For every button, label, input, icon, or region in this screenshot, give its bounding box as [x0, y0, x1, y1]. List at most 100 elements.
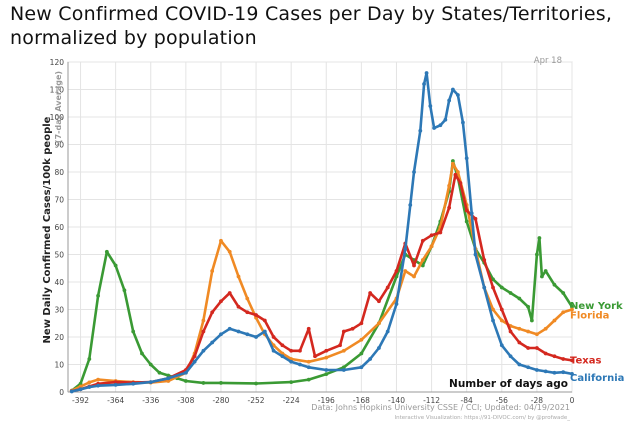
data-point-florida — [420, 258, 425, 262]
data-point-texas — [227, 291, 232, 295]
data-point-texas — [245, 310, 250, 315]
data-point-texas — [219, 299, 223, 304]
data-point-florida — [456, 170, 460, 174]
data-point-california — [534, 368, 539, 372]
data-point-florida — [359, 337, 364, 342]
data-point-new-york — [526, 304, 531, 309]
data-point-texas — [394, 269, 399, 273]
data-point-texas — [482, 258, 487, 262]
data-point-california — [412, 170, 416, 174]
series-line-california — [70, 71, 574, 393]
x-tick-label: -140 — [388, 396, 405, 405]
data-point-florida — [324, 355, 329, 360]
data-point-new-york — [552, 282, 557, 287]
data-point-florida — [526, 329, 531, 334]
data-point-new-york — [529, 318, 534, 323]
data-point-california — [570, 371, 574, 376]
data-point-new-york — [537, 236, 542, 240]
data-point-texas — [526, 346, 531, 350]
data-point-florida — [306, 359, 311, 364]
data-point-texas — [341, 329, 346, 334]
data-point-florida — [96, 377, 100, 382]
y-tick-label: 40 — [54, 278, 64, 287]
data-point-texas — [420, 238, 425, 243]
data-point-florida — [219, 238, 223, 243]
data-point-new-york — [96, 293, 100, 298]
x-axis-ticks: -392 -364 -336 -308 -280 -252 -224 -196 -168 -140… — [72, 396, 575, 405]
data-point-california — [428, 104, 433, 108]
data-point-california — [219, 332, 223, 337]
data-point-california — [517, 362, 522, 367]
data-point-new-york — [219, 381, 223, 385]
data-point-texas — [271, 335, 276, 339]
data-point-california — [526, 365, 531, 370]
data-point-california — [210, 340, 215, 345]
data-point-new-york — [324, 372, 329, 377]
data-point-california — [324, 368, 329, 372]
y-tick-label: 10 — [54, 361, 64, 370]
data-point-texas — [210, 310, 215, 315]
data-point-texas — [313, 354, 317, 359]
x-tick-label: -56 — [496, 396, 508, 405]
data-point-new-york — [341, 365, 346, 370]
y-axis-ticks: 0 10 20 30 40 50 60 70 80 90 100 110 120 — [50, 58, 65, 397]
x-tick-label: -308 — [177, 396, 194, 405]
data-point-california — [280, 354, 285, 359]
data-point-california — [131, 381, 136, 386]
data-point-texas — [359, 321, 364, 326]
data-point-california — [464, 156, 469, 161]
data-point-new-york — [254, 381, 258, 386]
data-point-texas — [491, 285, 495, 290]
data-point-texas — [534, 346, 539, 350]
data-point-california — [87, 385, 92, 389]
data-point-florida — [543, 326, 548, 331]
y-tick-label: 120 — [50, 58, 65, 67]
data-point-florida — [561, 310, 566, 315]
x-tick-label: -168 — [353, 396, 370, 405]
data-point-california — [201, 348, 206, 353]
x-tick-label: -84 — [461, 396, 473, 405]
data-point-florida — [210, 269, 215, 273]
data-point-texas — [473, 216, 478, 221]
data-point-new-york — [508, 291, 513, 295]
data-point-texas — [385, 285, 390, 290]
data-point-new-york — [517, 296, 522, 301]
data-point-texas — [254, 313, 258, 317]
x-tick-label: 0 — [570, 396, 575, 405]
data-point-california — [192, 359, 197, 364]
data-point-florida — [534, 332, 539, 337]
data-point-florida — [517, 326, 522, 331]
data-point-texas — [447, 205, 452, 210]
source-note: Data: Johns Hopkins University CSSE / CC… — [311, 403, 570, 412]
y-tick-label: 50 — [54, 251, 64, 260]
data-point-california — [183, 370, 188, 375]
data-point-florida — [552, 318, 557, 323]
data-point-california — [469, 211, 474, 216]
chart-container: 0 10 20 30 40 50 60 70 80 90 100 110 120 -392 -364 -33… — [0, 52, 640, 425]
data-point-california — [341, 368, 346, 372]
data-point-california — [78, 387, 83, 392]
data-point-california — [289, 359, 294, 364]
data-point-california — [438, 123, 443, 128]
data-point-california — [254, 335, 258, 339]
series-line-florida — [70, 162, 574, 392]
series-line-texas — [70, 173, 574, 393]
data-point-california — [432, 126, 436, 130]
x-tick-label: -112 — [423, 396, 440, 405]
data-point-california — [482, 285, 487, 290]
data-point-texas — [289, 348, 294, 353]
data-point-texas — [570, 358, 574, 363]
date-label: Apr 18 — [534, 56, 562, 66]
data-point-new-york — [183, 379, 188, 383]
data-point-california — [69, 389, 74, 394]
data-point-florida — [166, 379, 171, 383]
data-point-new-york — [131, 329, 136, 334]
data-point-texas — [543, 351, 548, 356]
data-point-florida — [245, 296, 250, 301]
data-point-texas — [438, 230, 443, 235]
data-point-california — [113, 382, 118, 387]
data-point-california — [385, 329, 390, 334]
source-subnote: Interactive Visualization: https://91-DI… — [394, 415, 570, 421]
data-point-texas — [499, 307, 504, 312]
chart-title: New Confirmed COVID-19 Cases per Day by … — [10, 2, 612, 50]
